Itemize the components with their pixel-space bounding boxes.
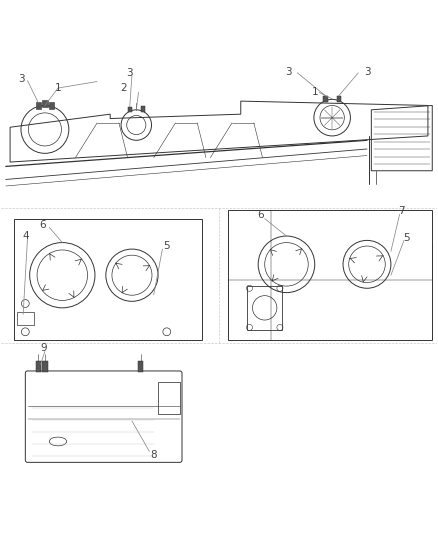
Text: 1: 1 xyxy=(311,87,318,98)
Text: 4: 4 xyxy=(22,231,28,241)
Bar xyxy=(138,361,143,372)
Text: 1: 1 xyxy=(55,83,61,93)
Bar xyxy=(323,96,328,102)
Text: 7: 7 xyxy=(399,206,405,216)
Text: 5: 5 xyxy=(163,240,170,251)
Bar xyxy=(36,361,41,372)
Text: 5: 5 xyxy=(403,233,410,243)
Text: 8: 8 xyxy=(150,449,157,459)
Text: 3: 3 xyxy=(18,75,24,84)
Bar xyxy=(42,361,47,372)
Text: 6: 6 xyxy=(39,220,46,230)
Text: 9: 9 xyxy=(41,343,47,353)
Text: 3: 3 xyxy=(127,68,133,78)
Bar xyxy=(141,106,145,111)
Bar xyxy=(42,100,47,107)
Bar xyxy=(49,102,54,109)
Text: 2: 2 xyxy=(120,83,127,93)
Text: 3: 3 xyxy=(364,67,370,77)
Bar xyxy=(36,102,41,109)
Bar xyxy=(336,96,341,102)
Text: 3: 3 xyxy=(285,67,292,77)
Bar xyxy=(127,107,132,112)
Text: 6: 6 xyxy=(257,210,264,220)
